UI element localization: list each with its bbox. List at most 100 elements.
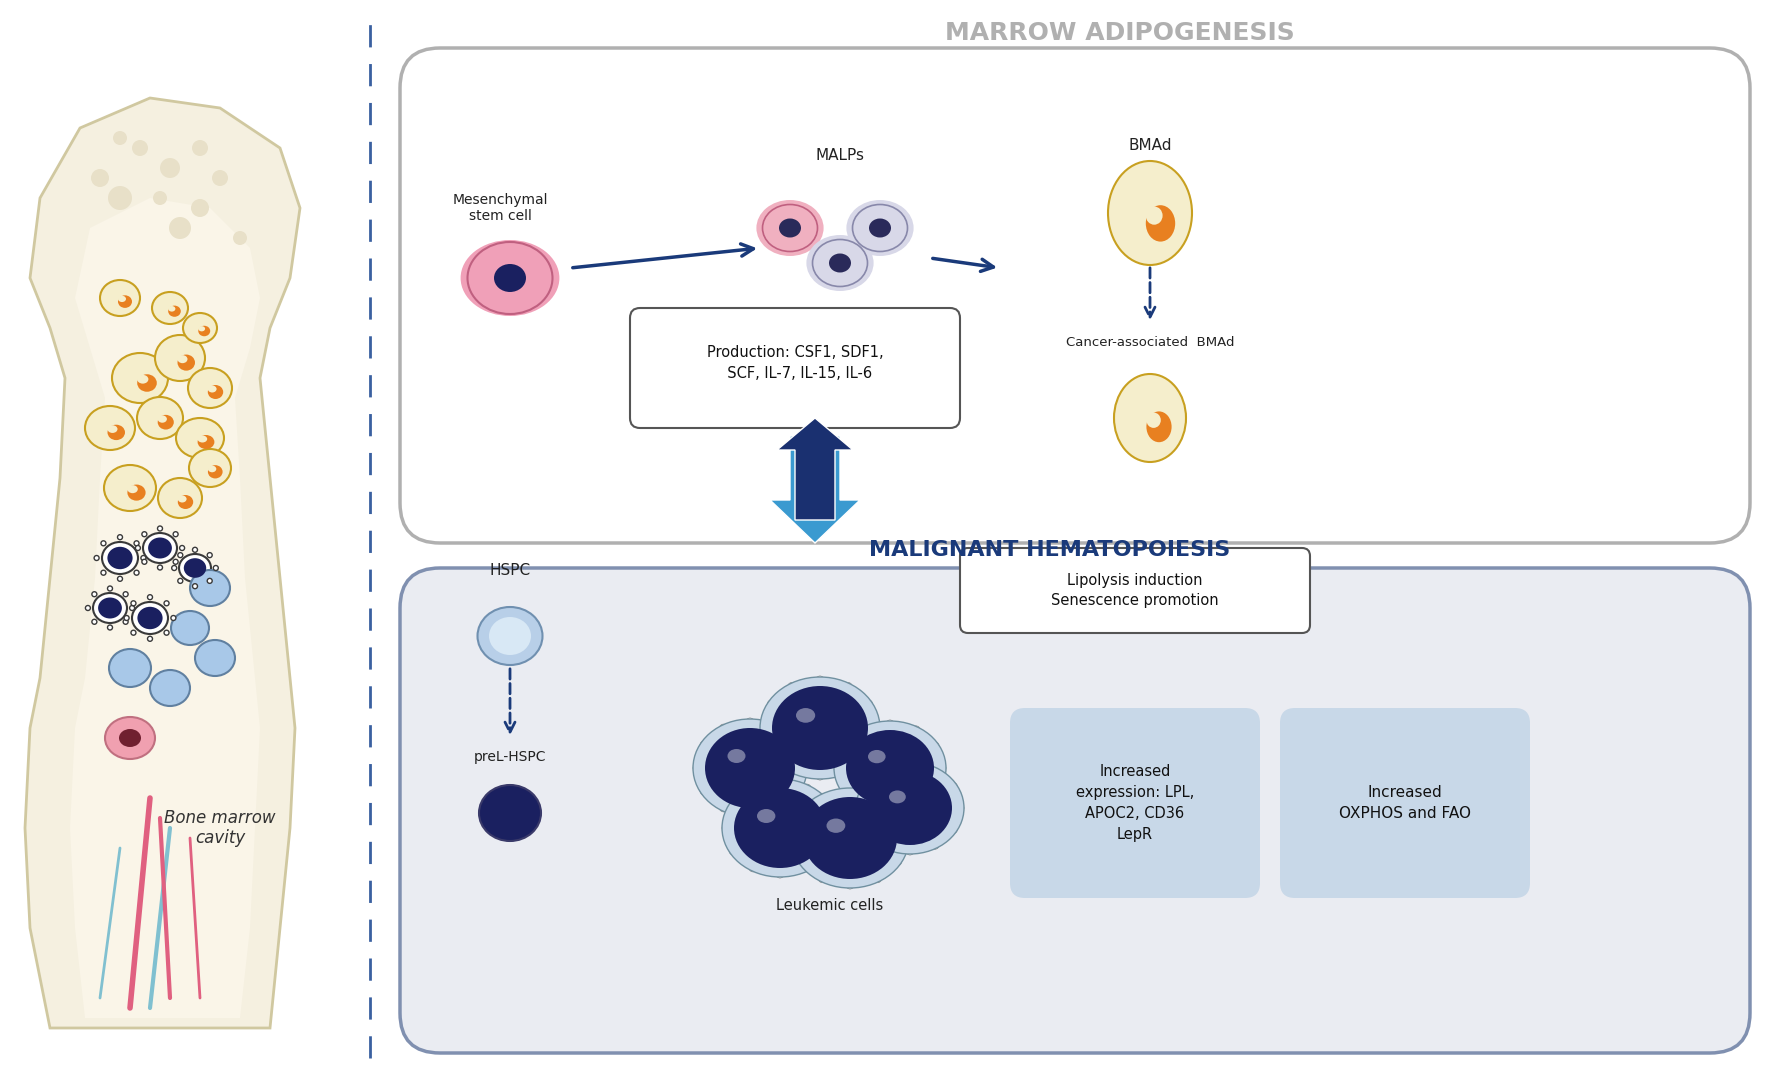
- Circle shape: [174, 559, 178, 564]
- Circle shape: [772, 724, 781, 732]
- Circle shape: [802, 863, 811, 872]
- Ellipse shape: [185, 558, 206, 578]
- Circle shape: [788, 765, 795, 774]
- Circle shape: [719, 804, 728, 812]
- Circle shape: [788, 682, 795, 690]
- Circle shape: [92, 592, 98, 597]
- Polygon shape: [770, 436, 861, 543]
- Circle shape: [856, 804, 864, 812]
- Polygon shape: [777, 418, 854, 520]
- Circle shape: [122, 592, 128, 597]
- Ellipse shape: [1147, 207, 1163, 224]
- FancyBboxPatch shape: [1280, 708, 1530, 898]
- Circle shape: [172, 566, 178, 570]
- Ellipse shape: [506, 253, 531, 273]
- Circle shape: [861, 725, 868, 734]
- Ellipse shape: [176, 418, 224, 458]
- Circle shape: [122, 619, 128, 624]
- Circle shape: [831, 824, 838, 832]
- Ellipse shape: [485, 254, 515, 278]
- Circle shape: [211, 170, 227, 186]
- Circle shape: [880, 841, 889, 849]
- Ellipse shape: [117, 295, 126, 302]
- Ellipse shape: [151, 671, 190, 706]
- Ellipse shape: [101, 542, 138, 573]
- Text: preL-HSPC: preL-HSPC: [474, 750, 547, 764]
- Ellipse shape: [840, 257, 864, 277]
- Circle shape: [841, 742, 848, 750]
- Circle shape: [767, 700, 776, 708]
- Ellipse shape: [488, 617, 531, 655]
- Ellipse shape: [178, 355, 188, 363]
- Ellipse shape: [153, 292, 188, 324]
- Ellipse shape: [1108, 161, 1193, 265]
- Ellipse shape: [208, 465, 222, 479]
- Ellipse shape: [1147, 205, 1175, 241]
- Circle shape: [824, 847, 831, 855]
- Circle shape: [135, 570, 138, 576]
- Ellipse shape: [158, 415, 167, 423]
- Polygon shape: [69, 198, 259, 1018]
- Circle shape: [792, 787, 801, 794]
- Ellipse shape: [99, 280, 140, 316]
- Circle shape: [730, 847, 737, 855]
- Circle shape: [799, 811, 806, 818]
- Text: Bone marrow
cavity: Bone marrow cavity: [165, 808, 275, 847]
- Ellipse shape: [208, 386, 217, 392]
- Ellipse shape: [795, 708, 815, 722]
- Ellipse shape: [188, 450, 231, 487]
- Circle shape: [730, 801, 737, 808]
- Ellipse shape: [108, 425, 124, 440]
- Circle shape: [722, 824, 730, 832]
- Ellipse shape: [158, 478, 202, 519]
- Ellipse shape: [827, 818, 845, 833]
- Circle shape: [937, 764, 946, 772]
- Circle shape: [169, 217, 192, 239]
- Circle shape: [131, 631, 137, 635]
- Circle shape: [192, 548, 197, 552]
- Circle shape: [130, 606, 135, 610]
- Circle shape: [94, 555, 99, 561]
- Circle shape: [799, 857, 806, 866]
- Ellipse shape: [1147, 413, 1161, 428]
- Circle shape: [213, 566, 218, 570]
- Circle shape: [699, 741, 708, 749]
- Circle shape: [873, 874, 882, 883]
- Circle shape: [843, 765, 852, 774]
- Ellipse shape: [170, 611, 209, 645]
- Ellipse shape: [128, 484, 146, 500]
- Text: Mesenchymal
stem cell: Mesenchymal stem cell: [453, 193, 548, 223]
- Ellipse shape: [154, 335, 204, 381]
- Ellipse shape: [137, 374, 156, 391]
- Circle shape: [131, 140, 147, 156]
- Ellipse shape: [179, 554, 211, 582]
- Ellipse shape: [829, 253, 850, 273]
- Ellipse shape: [137, 397, 183, 439]
- Text: MARROW ADIPOGENESIS: MARROW ADIPOGENESIS: [944, 20, 1296, 45]
- Circle shape: [108, 625, 112, 630]
- Circle shape: [886, 808, 895, 816]
- Ellipse shape: [169, 306, 176, 312]
- Circle shape: [91, 169, 108, 186]
- Ellipse shape: [85, 406, 135, 450]
- Ellipse shape: [1115, 374, 1186, 462]
- Ellipse shape: [131, 602, 169, 634]
- Ellipse shape: [108, 547, 133, 569]
- Circle shape: [863, 783, 872, 790]
- Circle shape: [174, 531, 178, 537]
- Ellipse shape: [511, 259, 540, 281]
- Circle shape: [767, 748, 776, 756]
- Circle shape: [886, 720, 895, 728]
- Ellipse shape: [137, 375, 149, 384]
- Ellipse shape: [705, 728, 795, 808]
- Ellipse shape: [856, 762, 964, 854]
- Ellipse shape: [493, 264, 525, 292]
- Circle shape: [192, 140, 208, 156]
- Circle shape: [816, 772, 824, 780]
- Ellipse shape: [178, 496, 186, 502]
- Circle shape: [950, 783, 957, 790]
- Polygon shape: [25, 98, 300, 1028]
- Ellipse shape: [195, 640, 234, 676]
- Ellipse shape: [728, 749, 746, 763]
- Circle shape: [864, 748, 873, 756]
